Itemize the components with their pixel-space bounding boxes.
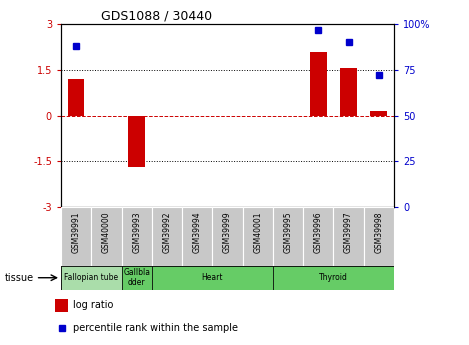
Text: GSM39993: GSM39993 [132,212,141,253]
Bar [61,207,91,266]
Text: Fallopian tube: Fallopian tube [64,273,118,282]
Bar [273,266,394,290]
Bar [273,207,303,266]
Bar [121,207,152,266]
Bar [371,111,387,116]
Bar [242,207,273,266]
Text: GSM39996: GSM39996 [314,212,323,253]
Bar [333,207,363,266]
Bar [55,299,68,312]
Bar [129,116,145,167]
Text: GSM39998: GSM39998 [374,212,383,253]
Bar [152,266,273,290]
Text: GDS1088 / 30440: GDS1088 / 30440 [101,10,212,23]
Bar [303,207,333,266]
Bar [340,68,357,116]
Text: tissue: tissue [5,273,34,283]
Bar [363,207,394,266]
Bar [182,207,212,266]
Bar [68,79,84,116]
Text: Thyroid: Thyroid [319,273,348,282]
Bar [310,51,326,116]
Text: percentile rank within the sample: percentile rank within the sample [73,323,238,333]
Text: GSM39992: GSM39992 [162,212,172,253]
Text: GSM39999: GSM39999 [223,212,232,253]
Text: GSM39991: GSM39991 [72,212,81,253]
Text: log ratio: log ratio [73,300,113,310]
Bar [91,207,121,266]
Bar [212,207,242,266]
Text: GSM40000: GSM40000 [102,212,111,253]
Bar [61,266,121,290]
Text: GSM39997: GSM39997 [344,212,353,253]
Text: GSM40001: GSM40001 [253,212,262,253]
Bar [152,207,182,266]
Text: GSM39994: GSM39994 [193,212,202,253]
Text: GSM39995: GSM39995 [283,212,293,253]
Text: Heart: Heart [202,273,223,282]
Bar [121,266,152,290]
Text: Gallbla
dder: Gallbla dder [123,268,150,287]
